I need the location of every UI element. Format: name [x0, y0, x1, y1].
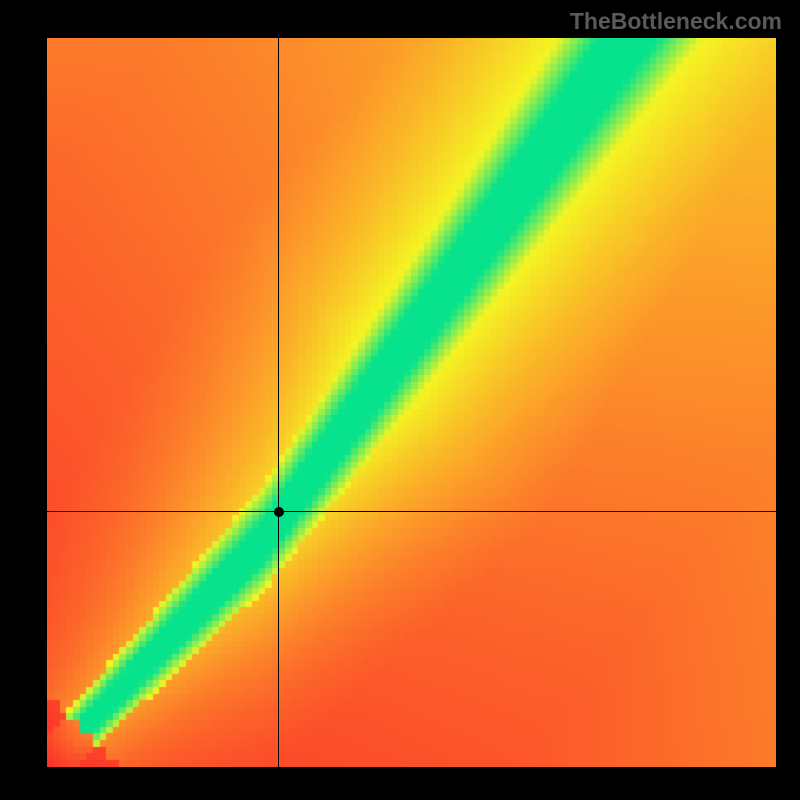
- watermark-text: TheBottleneck.com: [570, 8, 782, 35]
- plot-area: [47, 38, 776, 767]
- crosshair-marker[interactable]: [274, 507, 284, 517]
- bottleneck-heatmap: [47, 38, 776, 767]
- heatmap-wrap: [47, 38, 776, 767]
- crosshair-horizontal: [47, 511, 776, 512]
- crosshair-vertical: [278, 38, 279, 767]
